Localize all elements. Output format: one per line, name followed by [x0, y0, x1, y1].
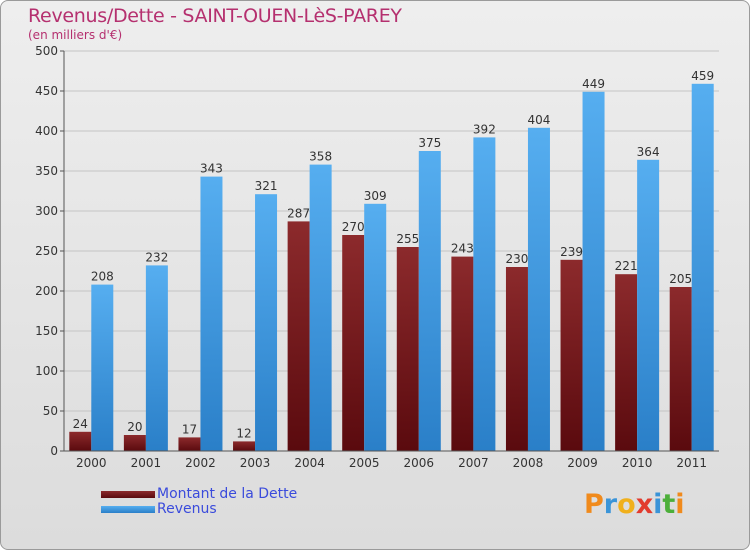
logo-letter: i	[653, 489, 663, 520]
chart-title: Revenus/Dette - SAINT-OUEN-LèS-PAREY	[28, 5, 402, 27]
bar-dette	[669, 287, 692, 451]
y-tick-label: 100	[35, 364, 58, 378]
legend-item-dette: Montant de la Dette	[101, 486, 298, 502]
bar-revenus	[91, 284, 114, 451]
bar-dette	[178, 437, 201, 451]
x-tick-label: 2011	[676, 456, 707, 470]
x-tick-label: 2000	[76, 456, 107, 470]
legend-label-dette: Montant de la Dette	[157, 486, 298, 502]
bar-revenus-value-label: 232	[145, 250, 168, 264]
bar-revenus	[637, 159, 660, 452]
bar-dette	[342, 235, 365, 451]
legend-label-revenus: Revenus	[157, 501, 217, 517]
y-tick-label: 450	[35, 84, 58, 98]
y-tick-label: 50	[43, 404, 58, 418]
bar-dette	[123, 435, 146, 451]
legend-item-revenus: Revenus	[101, 501, 217, 517]
proxiti-logo: Proxiti	[584, 489, 685, 520]
bar-revenus	[418, 151, 441, 451]
bar-revenus-value-label: 343	[200, 162, 223, 176]
bar-revenus-value-label: 358	[309, 150, 332, 164]
bar-revenus	[473, 137, 496, 451]
legend-swatch-dette	[101, 490, 155, 498]
legend-swatch-revenus	[101, 505, 155, 513]
bar-revenus-value-label: 321	[255, 179, 278, 193]
logo-letter: x	[635, 489, 654, 520]
bar-revenus	[200, 176, 223, 451]
bar-dette-value-label: 17	[182, 422, 197, 436]
bar-revenus	[582, 91, 605, 452]
bar-dette	[451, 256, 474, 451]
bar-dette	[615, 274, 638, 451]
bar-dette-value-label: 221	[615, 259, 638, 273]
x-tick-label: 2007	[458, 456, 489, 470]
x-tick-label: 2009	[567, 456, 598, 470]
bar-revenus-value-label: 404	[528, 113, 551, 127]
bar-revenus	[255, 194, 278, 451]
y-tick-label: 350	[35, 164, 58, 178]
bar-revenus	[145, 265, 168, 451]
y-tick-label: 300	[35, 204, 58, 218]
y-tick-label: 150	[35, 324, 58, 338]
bar-dette-value-label: 287	[287, 206, 310, 220]
bar-dette-value-label: 205	[669, 272, 692, 286]
bar-dette-value-label: 239	[560, 245, 583, 259]
bar-dette-value-label: 12	[236, 426, 251, 440]
x-tick-label: 2002	[185, 456, 216, 470]
x-tick-label: 2005	[349, 456, 380, 470]
logo-letter: i	[675, 489, 685, 520]
bar-dette-value-label: 20	[127, 420, 142, 434]
chart-subtitle: (en milliers d'€)	[28, 28, 123, 42]
bar-revenus-value-label: 392	[473, 122, 496, 136]
bar-revenus-value-label: 449	[582, 77, 605, 91]
y-tick-label: 400	[35, 124, 58, 138]
y-tick-label: 200	[35, 284, 58, 298]
bar-revenus-value-label: 309	[364, 189, 387, 203]
bar-dette	[560, 259, 583, 451]
bar-dette	[233, 441, 256, 451]
y-tick-label: 500	[35, 44, 58, 58]
logo-letter: P	[584, 489, 604, 520]
bar-dette-value-label: 255	[396, 232, 419, 246]
y-tick-label: 250	[35, 244, 58, 258]
bar-revenus	[691, 83, 714, 452]
bar-revenus	[527, 127, 550, 452]
bar-revenus-value-label: 459	[691, 69, 714, 83]
x-tick-label: 2004	[294, 456, 325, 470]
bar-revenus-value-label: 364	[637, 145, 660, 159]
x-tick-label: 2001	[131, 456, 162, 470]
bar-dette-value-label: 230	[506, 252, 529, 266]
bar-dette	[396, 247, 419, 451]
bar-dette-value-label: 243	[451, 242, 474, 256]
bar-dette-value-label: 270	[342, 220, 365, 234]
bar-dette	[287, 221, 310, 451]
bar-dette	[505, 267, 528, 451]
logo-letter: o	[617, 489, 636, 520]
x-tick-label: 2003	[240, 456, 271, 470]
bar-dette-value-label: 24	[73, 417, 88, 431]
bar-revenus	[309, 164, 332, 451]
logo-letter: t	[662, 489, 676, 520]
x-tick-label: 2006	[404, 456, 435, 470]
logo-letter: r	[603, 489, 618, 520]
bar-revenus-value-label: 375	[418, 136, 441, 150]
y-tick-label: 0	[50, 444, 58, 458]
bar-revenus	[364, 203, 387, 451]
x-tick-label: 2010	[622, 456, 653, 470]
bar-dette	[69, 431, 92, 451]
bar-revenus-value-label: 208	[91, 270, 114, 284]
x-tick-label: 2008	[513, 456, 544, 470]
